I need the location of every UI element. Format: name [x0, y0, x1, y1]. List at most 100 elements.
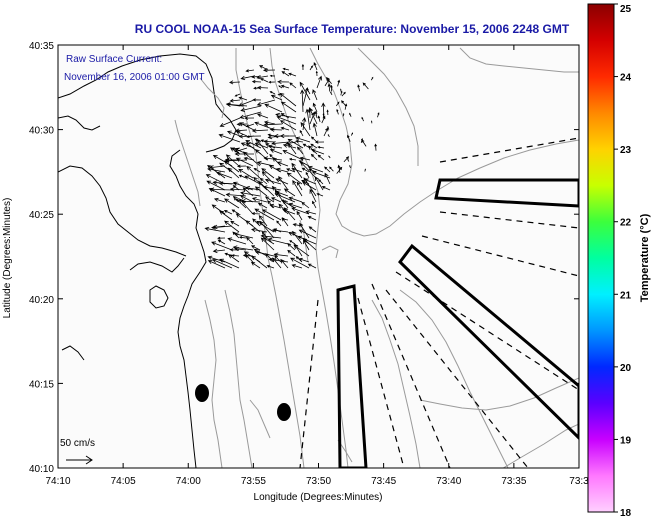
current-vector	[281, 200, 296, 209]
current-vector	[305, 108, 311, 131]
current-vector	[256, 220, 275, 233]
current-vector	[299, 129, 304, 137]
current-vector	[283, 188, 296, 197]
current-vector	[310, 153, 318, 161]
y-tick-label: 40:30	[29, 126, 54, 137]
current-vector	[240, 191, 261, 197]
current-vector	[327, 125, 330, 130]
current-vector	[219, 117, 241, 127]
colorbar-tick-label: 18	[620, 508, 632, 518]
current-vector	[299, 222, 310, 239]
current-vector	[262, 209, 282, 221]
x-axis-label: Longitude (Degrees:Minutes)	[254, 492, 383, 503]
current-vector	[347, 158, 350, 162]
current-vector	[271, 197, 282, 203]
current-vector	[269, 127, 283, 132]
colorbar-tick-label: 25	[620, 4, 632, 15]
current-vector	[255, 138, 269, 155]
colorbar-tick-label: 19	[620, 435, 632, 446]
current-vector	[287, 249, 296, 257]
current-vector	[281, 217, 289, 227]
current-vector	[302, 87, 309, 107]
current-vector	[287, 143, 297, 155]
x-tick-label: 74:05	[111, 476, 136, 487]
current-vector	[309, 107, 318, 125]
current-vector	[362, 82, 369, 90]
current-vector	[275, 112, 297, 119]
marker-dot-2	[277, 403, 291, 421]
current-vector	[245, 254, 254, 263]
current-vector	[240, 75, 255, 81]
current-vector	[251, 212, 261, 216]
current-vector	[219, 162, 233, 173]
current-vector	[347, 134, 351, 142]
y-tick-label: 40:15	[29, 379, 54, 390]
current-vector	[225, 154, 240, 167]
current-vector	[324, 78, 330, 87]
marker-dot-1	[195, 384, 209, 402]
current-vectors	[204, 62, 380, 269]
current-vector	[258, 214, 268, 227]
current-vector	[360, 137, 363, 143]
current-vector	[341, 91, 346, 97]
current-vector	[282, 150, 304, 161]
x-tick-label: 73:40	[436, 476, 461, 487]
current-vector	[232, 181, 254, 191]
current-vector	[271, 228, 289, 233]
current-vector	[224, 198, 240, 209]
current-vector	[254, 186, 268, 197]
current-vector	[253, 168, 261, 173]
current-vector	[261, 168, 275, 179]
current-vector	[235, 157, 254, 167]
colorbar-label: Temperature (°C)	[639, 213, 651, 302]
current-vector	[349, 112, 352, 117]
current-vector	[296, 210, 303, 221]
inset-line-1: Raw Surface Current:	[66, 54, 162, 65]
current-vector	[268, 257, 289, 263]
current-vector	[264, 178, 282, 185]
current-vector	[245, 140, 262, 149]
current-vector	[370, 76, 374, 81]
current-vector	[245, 185, 261, 191]
current-vector	[322, 112, 325, 118]
y-tick-label: 40:10	[29, 464, 54, 475]
current-vector	[337, 164, 341, 173]
current-vector	[218, 133, 241, 143]
plot-area	[58, 45, 579, 468]
current-vector	[288, 72, 297, 77]
current-vector	[326, 109, 329, 116]
current-vector	[305, 171, 310, 179]
current-vector	[282, 67, 290, 71]
scale-arrow	[66, 455, 93, 465]
colorbar-tick-label: 23	[620, 145, 632, 156]
current-vector	[301, 201, 310, 209]
current-vector	[275, 167, 289, 173]
current-vector	[238, 96, 248, 101]
current-vector	[292, 223, 303, 227]
current-vector	[312, 122, 318, 137]
current-vector	[211, 204, 226, 215]
current-vector	[252, 218, 261, 227]
current-vector	[343, 156, 350, 163]
y-axis-ticks: 40:35 40:30 40:25 40:20 40:15 40:10	[29, 41, 579, 475]
current-vector	[256, 75, 269, 80]
current-vector	[314, 176, 324, 191]
current-vector	[233, 232, 254, 239]
current-vector	[299, 156, 311, 161]
current-vector	[309, 188, 317, 203]
current-vector	[323, 127, 329, 137]
current-vector	[265, 253, 275, 263]
current-vector	[288, 202, 303, 209]
current-vector	[280, 101, 297, 113]
current-vector	[342, 112, 345, 117]
current-vector	[330, 84, 333, 92]
current-vector	[227, 237, 247, 245]
current-vector	[321, 186, 331, 191]
current-vector	[291, 264, 303, 269]
current-vector	[305, 210, 317, 215]
current-vector	[212, 259, 233, 269]
x-axis-ticks: 74:10 74:05 74:00 73:55 73:50 73:45 73:40 73:35…	[45, 45, 589, 487]
current-vector	[226, 130, 241, 137]
current-vector	[211, 225, 233, 230]
current-vector	[291, 162, 303, 179]
